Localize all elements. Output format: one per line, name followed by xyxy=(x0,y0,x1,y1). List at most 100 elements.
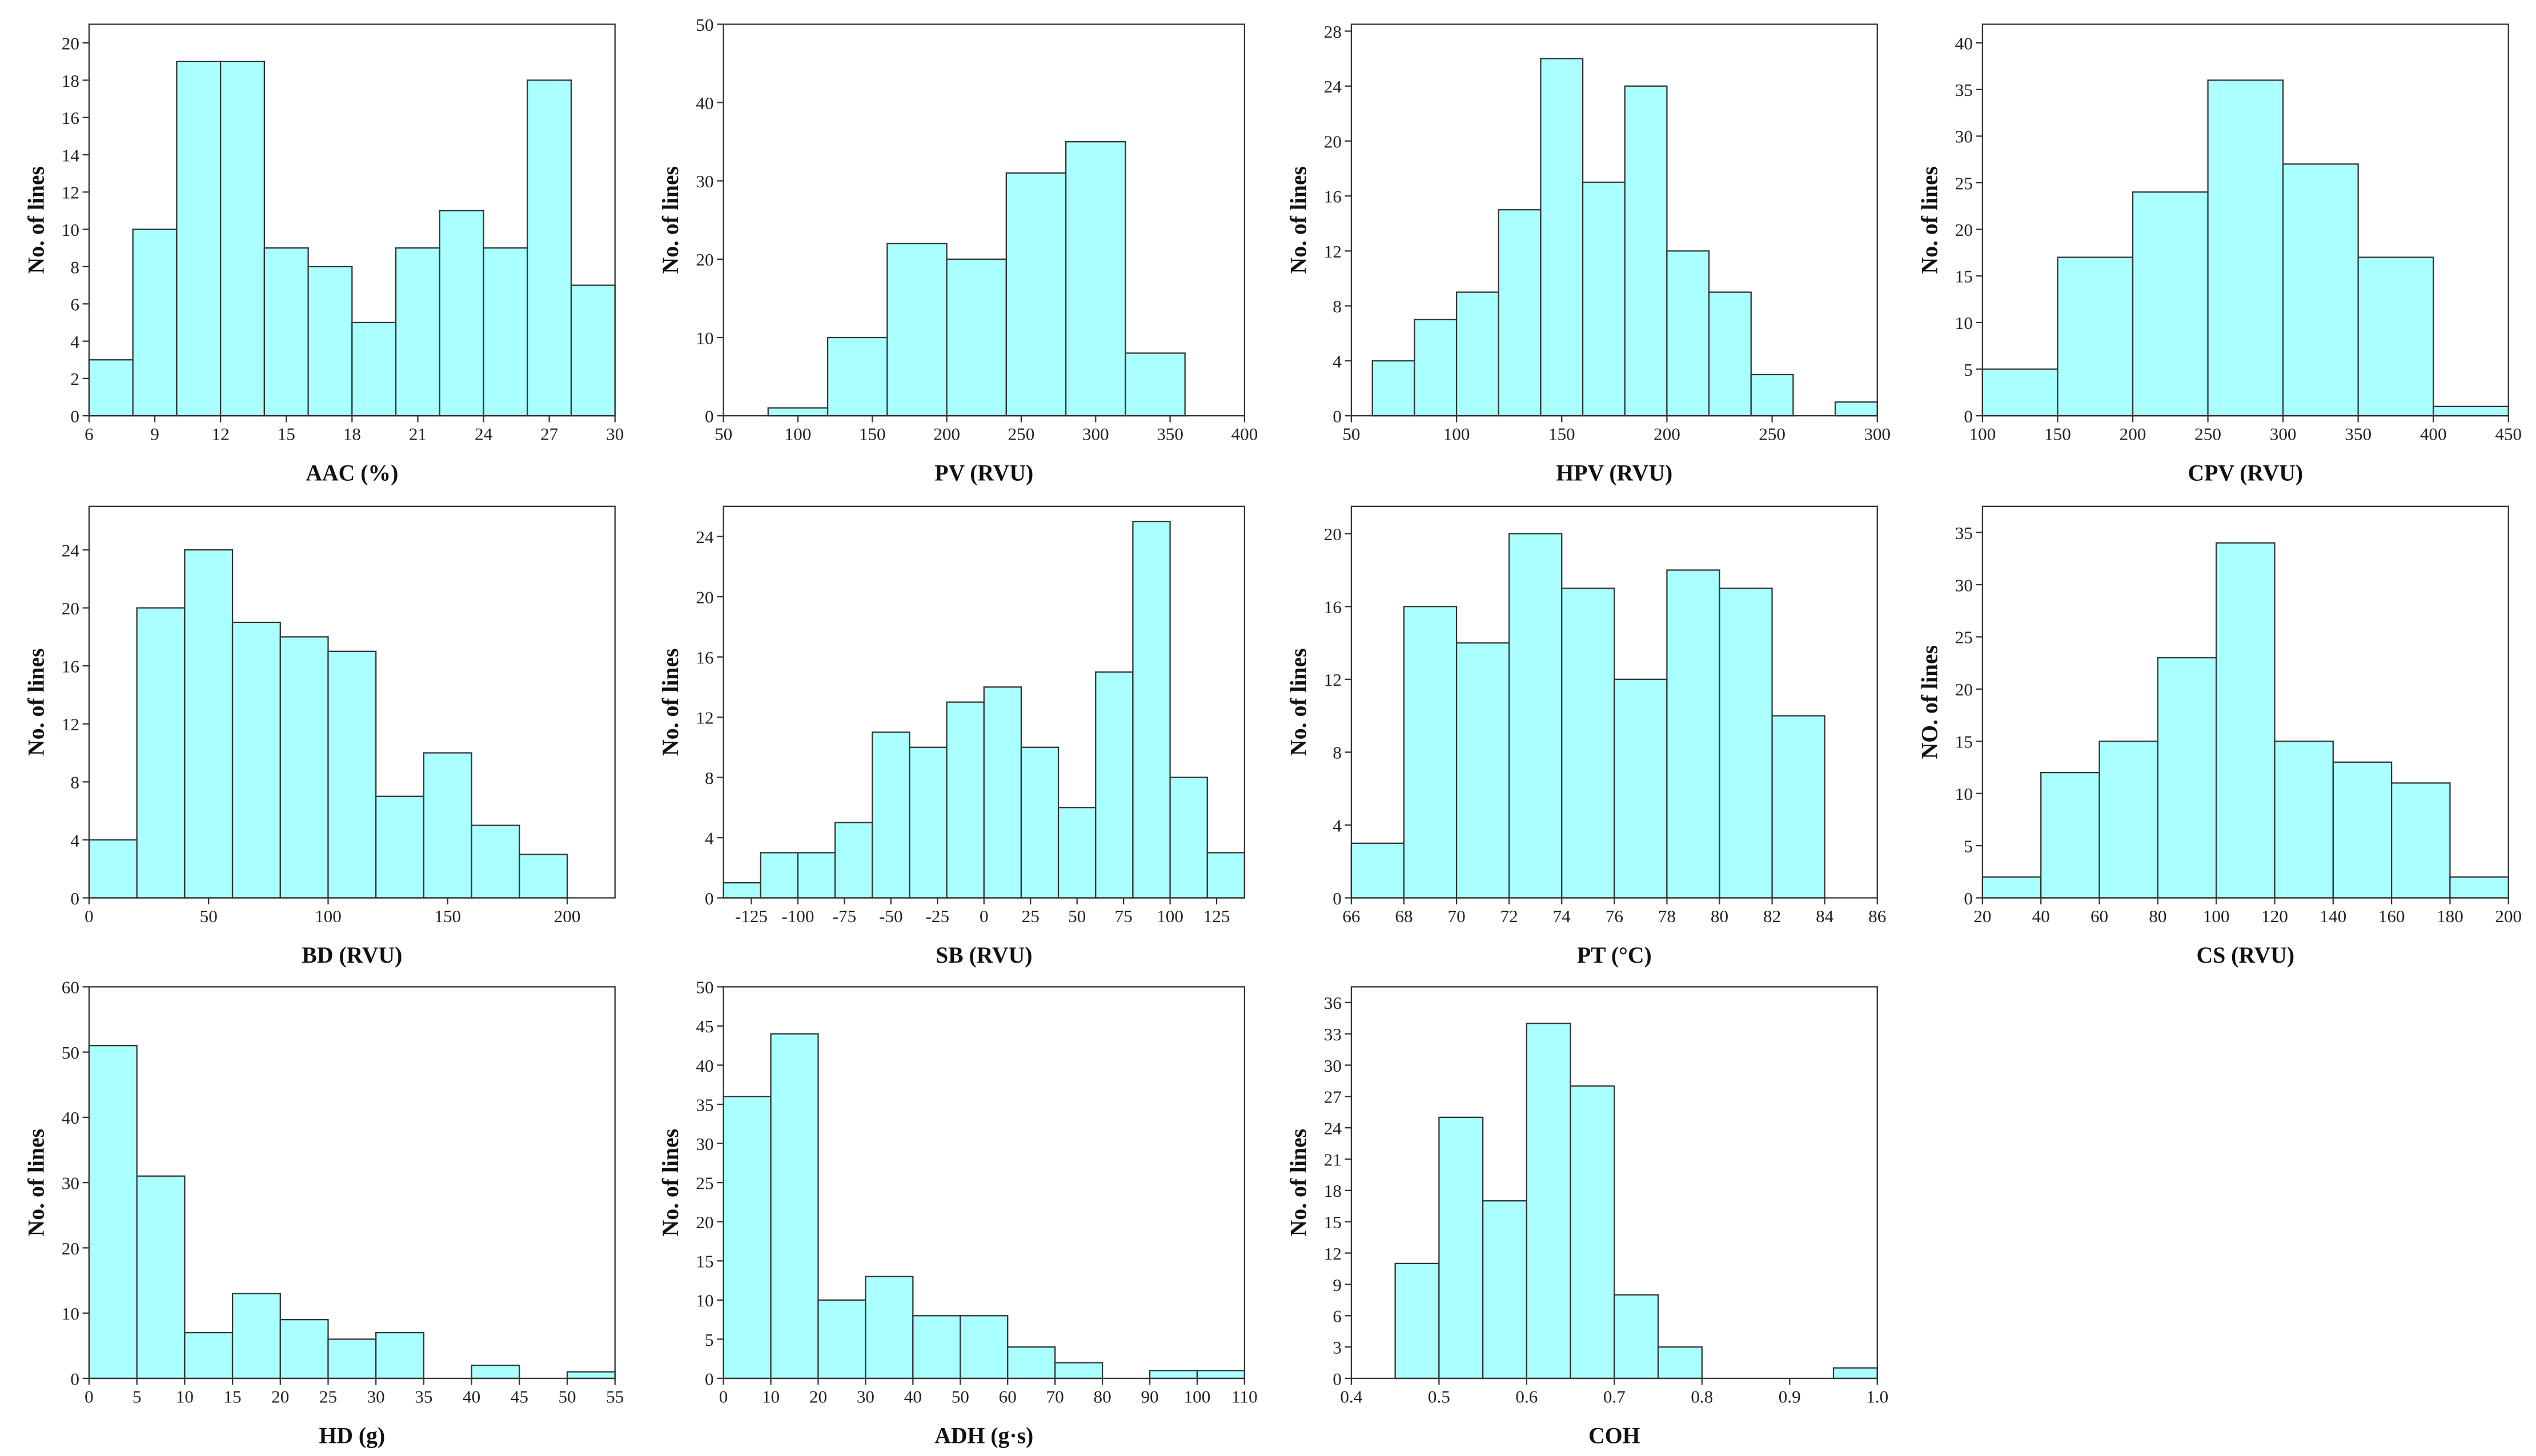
x-tick-label: 20 xyxy=(809,1387,827,1407)
bar xyxy=(723,1096,772,1379)
plot-frame xyxy=(1981,23,2509,417)
x-tick-label: 150 xyxy=(2044,424,2071,444)
x-tick-label: 1.0 xyxy=(1866,1387,1888,1407)
x-tick-label: 35 xyxy=(415,1387,432,1407)
x-tick-label: 55 xyxy=(606,1387,624,1407)
bar xyxy=(439,210,484,417)
x-tick-label: 40 xyxy=(904,1387,922,1407)
x-tick-label: 84 xyxy=(1816,906,1834,926)
y-tick-label: 0 xyxy=(1964,888,1973,908)
bar xyxy=(1007,1346,1056,1379)
x-tick-label: -25 xyxy=(926,906,950,926)
y-tick-label: 0 xyxy=(70,888,79,908)
x-tick-label: 50 xyxy=(952,1387,969,1407)
bar xyxy=(983,686,1022,899)
x-axis-label: COH xyxy=(1588,1423,1640,1448)
x-tick-label: 20 xyxy=(271,1387,289,1407)
bar xyxy=(2098,741,2158,899)
x-tick-label: 74 xyxy=(1553,906,1571,926)
y-tick-label: 4 xyxy=(70,830,79,850)
x-tick-label: 60 xyxy=(2090,906,2108,926)
y-tick-label: 20 xyxy=(696,250,713,270)
bar xyxy=(263,247,309,417)
y-tick-label: 10 xyxy=(62,1304,79,1324)
x-tick-label: 200 xyxy=(554,906,581,926)
x-tick-label: 90 xyxy=(1141,1387,1158,1407)
y-tick-label: 20 xyxy=(62,598,79,618)
y-axis-label: No. of lines xyxy=(658,166,683,273)
bar xyxy=(375,1332,425,1379)
y-tick-label: 0 xyxy=(1333,1369,1342,1389)
bar xyxy=(1132,521,1171,899)
y-tick-label: 27 xyxy=(1324,1087,1342,1107)
bar xyxy=(1666,569,1720,899)
y-axis-label: No. of lines xyxy=(1286,648,1311,755)
bar xyxy=(231,621,281,899)
x-tick-label: 60 xyxy=(999,1387,1017,1407)
bar xyxy=(760,852,799,899)
bar xyxy=(1065,141,1126,417)
y-tick-label: 8 xyxy=(1333,743,1342,763)
bar xyxy=(834,822,873,899)
x-tick-label: 27 xyxy=(540,424,558,444)
x-tick-label: 150 xyxy=(859,424,886,444)
y-tick-label: 40 xyxy=(696,1056,713,1076)
bar xyxy=(1350,842,1405,899)
plot-frame xyxy=(88,505,616,899)
y-tick-label: 30 xyxy=(62,1173,79,1193)
y-tick-label: 20 xyxy=(1324,524,1342,544)
plot-frame xyxy=(1981,505,2509,899)
y-tick-label: 18 xyxy=(62,71,79,91)
bar xyxy=(375,795,425,899)
x-tick-label: 350 xyxy=(2345,424,2372,444)
x-tick-label: 80 xyxy=(2149,906,2166,926)
histogram-panel: 0.4 0.5 0.6 0.7 0.8 0.9 1.00369121518212427303… xyxy=(1286,986,1888,1448)
y-tick-label: 25 xyxy=(696,1173,713,1193)
bar xyxy=(132,228,178,417)
bar xyxy=(1666,250,1710,417)
y-tick-label: 4 xyxy=(1333,815,1342,835)
x-tick-label: 0 xyxy=(980,906,989,926)
x-tick-label: 140 xyxy=(2320,906,2346,926)
x-tick-label: 0.4 xyxy=(1340,1387,1362,1407)
x-tick-label: -75 xyxy=(833,906,857,926)
bar xyxy=(960,1315,1009,1379)
histogram-panel: 50 100 150 200 250 300 350 400 0 10 20 30 40 50 PV (RV… xyxy=(658,15,1258,486)
bar xyxy=(519,854,568,899)
x-tick-label: 100 xyxy=(1969,424,1996,444)
bar xyxy=(1708,291,1752,417)
x-tick-label: 15 xyxy=(278,424,295,444)
bar xyxy=(88,359,134,417)
bar xyxy=(327,650,377,899)
y-tick-label: 21 xyxy=(1324,1149,1342,1169)
x-tick-label: 30 xyxy=(606,424,624,444)
x-tick-label: 5 xyxy=(133,1387,142,1407)
y-tick-label: 6 xyxy=(70,295,79,315)
histogram-panel: -125 -100 -75 -50 -25 0 25 50 75 100 125 0 4 8 12 16 20 2… xyxy=(658,505,1246,968)
bar xyxy=(351,321,397,417)
x-tick-label: 0.5 xyxy=(1428,1387,1450,1407)
x-tick-label: 100 xyxy=(1184,1387,1211,1407)
x-tick-label: 30 xyxy=(367,1387,385,1407)
y-axis-label: NO. of lines xyxy=(1917,645,1943,759)
x-tick-label: 100 xyxy=(1157,906,1183,926)
x-tick-label: 25 xyxy=(319,1387,337,1407)
y-axis-label: No. of lines xyxy=(1917,166,1943,273)
x-tick-label: -125 xyxy=(735,906,768,926)
bar xyxy=(1582,182,1626,417)
y-tick-label: 4 xyxy=(70,332,79,352)
x-axis-label: PT (°C) xyxy=(1577,943,1652,968)
bar xyxy=(570,284,616,417)
bar xyxy=(1455,291,1499,417)
bar xyxy=(136,1175,186,1379)
y-tick-label: 10 xyxy=(1955,784,1973,804)
x-tick-label: 10 xyxy=(762,1387,780,1407)
histogram-panel: 0 10 20 30 40 50 60 70 80 90 100 110 0 5 10 15 20 25 30 35 4… xyxy=(658,978,1257,1449)
bar xyxy=(723,882,761,899)
x-tick-label: 450 xyxy=(2495,424,2522,444)
x-axis-label: CPV (RVU) xyxy=(2188,461,2304,486)
y-tick-label: 35 xyxy=(1955,523,1973,543)
x-tick-label: 10 xyxy=(176,1387,194,1407)
y-tick-label: 5 xyxy=(1964,360,1973,380)
